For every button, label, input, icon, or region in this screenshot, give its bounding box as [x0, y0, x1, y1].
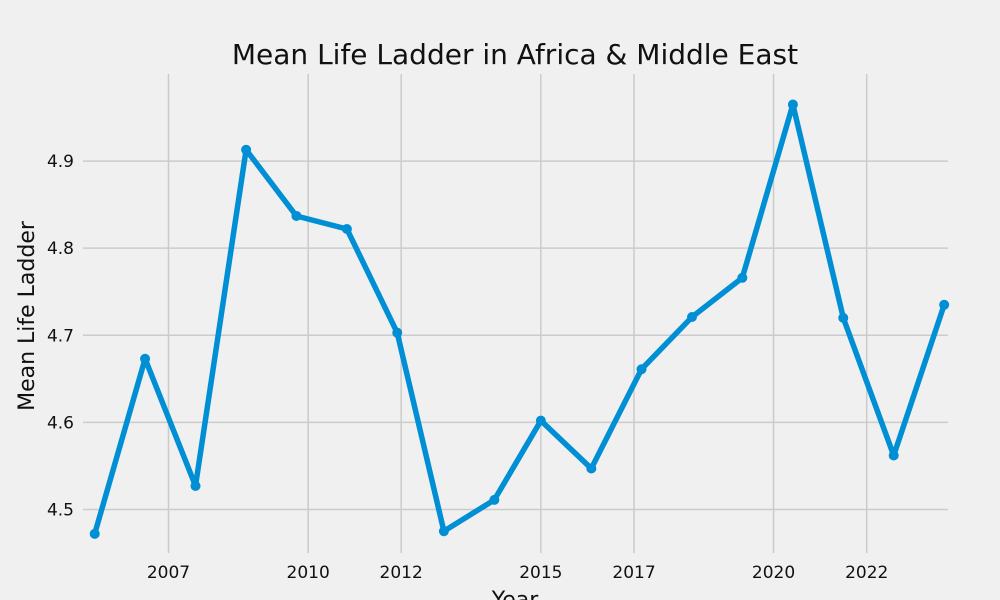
- y-tick-label: 4.5: [47, 500, 74, 520]
- data-point: [392, 327, 403, 338]
- data-point: [787, 99, 798, 110]
- data-point: [939, 299, 950, 310]
- data-point: [241, 144, 252, 155]
- data-point: [586, 463, 597, 474]
- x-tick-label: 2012: [380, 563, 423, 583]
- y-tick-label: 4.9: [47, 152, 74, 172]
- data-point: [190, 480, 201, 491]
- x-tick-label: 2017: [612, 563, 655, 583]
- data-point: [737, 272, 748, 283]
- data-point: [686, 311, 697, 322]
- grid: [83, 74, 948, 553]
- data-point: [438, 526, 449, 537]
- x-axis-label: Year: [491, 588, 540, 600]
- chart-title: Mean Life Ladder in Africa & Middle East: [232, 38, 798, 71]
- x-tick-label: 2015: [519, 563, 562, 583]
- data-point: [341, 224, 352, 235]
- data-point: [89, 528, 100, 539]
- series-line-layer: [91, 101, 947, 537]
- data-point: [489, 494, 500, 505]
- y-tick-label: 4.8: [47, 239, 74, 259]
- data-point: [838, 312, 849, 323]
- x-tick-label: 2022: [845, 563, 888, 583]
- y-axis-label: Mean Life Ladder: [15, 220, 40, 411]
- data-point: [888, 450, 899, 461]
- data-point-layer: [89, 99, 950, 539]
- series-line: [91, 101, 947, 537]
- data-point: [636, 364, 647, 375]
- y-tick-label: 4.6: [47, 413, 74, 433]
- data-point: [291, 210, 302, 221]
- x-tick-label: 2020: [752, 563, 795, 583]
- data-point: [140, 353, 151, 364]
- tick-label-layer: 2007 2010 2012 2015 2017 2020 2022 4.5 4.6 4.7 4.8…: [47, 152, 888, 583]
- x-tick-label: 2010: [287, 563, 330, 583]
- y-tick-label: 4.7: [47, 326, 74, 346]
- data-point: [535, 415, 546, 426]
- x-tick-label: 2007: [147, 563, 190, 583]
